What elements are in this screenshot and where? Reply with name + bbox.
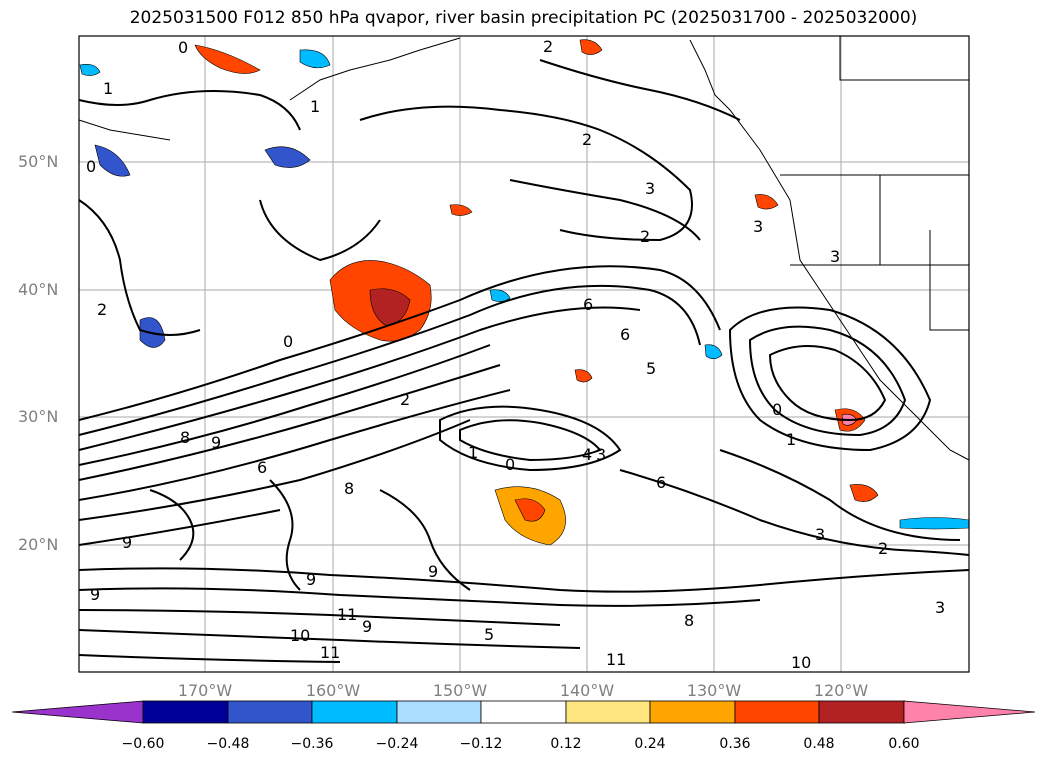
- contour-label: 0: [86, 157, 96, 176]
- contour-label: 0: [772, 400, 782, 419]
- colorbar-bin: [227, 700, 313, 724]
- colorbar-extend-high: [903, 700, 1036, 724]
- contour-label: 1: [468, 443, 478, 462]
- contour-label: 2: [400, 390, 410, 409]
- contour-label: 10: [791, 653, 811, 672]
- colorbar-tick-label: −0.60: [121, 736, 165, 752]
- qvapor-contours: [78, 59, 970, 663]
- colorbar: [11, 700, 1036, 724]
- colorbar-bin: [565, 700, 651, 724]
- contour-label: 9: [362, 617, 372, 636]
- lon-label: 130°W: [686, 681, 742, 700]
- contour-label: 0: [505, 455, 515, 474]
- lon-label: 120°W: [813, 681, 869, 700]
- colorbar-extend-low: [11, 700, 144, 724]
- contour-label: 2: [640, 227, 650, 246]
- contour-label: 8: [180, 428, 190, 447]
- contour-label: 1: [310, 97, 320, 116]
- contour-label: 3: [596, 445, 606, 464]
- contour-label: 11: [337, 605, 357, 624]
- colorbar-bin: [142, 700, 229, 724]
- contour-label: 6: [656, 473, 666, 492]
- contour-label: 6: [620, 325, 630, 344]
- contour-label: 8: [344, 479, 354, 498]
- contour-label: 3: [753, 217, 763, 236]
- map-title: 2025031500 F012 850 hPa qvapor, river ba…: [129, 8, 918, 28]
- coastlines: [78, 36, 970, 461]
- lon-label: 140°W: [559, 681, 615, 700]
- colorbar-tick-label: −0.12: [459, 736, 503, 752]
- contour-label: 9: [122, 533, 132, 552]
- contour-label: 6: [583, 295, 593, 314]
- colorbar-bin: [311, 700, 398, 724]
- contour-label: 2: [97, 300, 107, 319]
- contour-label: 9: [90, 585, 100, 604]
- lat-label: 40°N: [18, 280, 59, 299]
- contour-label: 8: [684, 611, 694, 630]
- contour-label: 11: [606, 650, 626, 669]
- contour-label: 11: [320, 643, 340, 662]
- contour-label: 5: [484, 625, 494, 644]
- contour-label: 3: [815, 525, 825, 544]
- colorbar-tick-label: −0.48: [206, 736, 250, 752]
- colorbar-tick-label: 0.36: [719, 736, 751, 752]
- map-plot-area: 0 2 1 1 2 2 3 3 2 3 0 0 2 6 6 5 0 1 8 9 …: [78, 35, 970, 673]
- colorbar-bin: [734, 700, 820, 724]
- colorbar-tick-label: 0.24: [634, 736, 666, 752]
- contour-label: 2: [878, 539, 888, 558]
- map-frame: [78, 35, 970, 673]
- contour-label: 2: [582, 130, 592, 149]
- colorbar-tick-label: −0.24: [375, 736, 419, 752]
- contour-label: 6: [257, 458, 267, 477]
- precip-anomaly-patches: [79, 39, 970, 546]
- contour-label: 10: [290, 626, 310, 645]
- colorbar-tick-label: 0.60: [888, 736, 920, 752]
- colorbar-bin: [818, 700, 905, 724]
- lat-label: 30°N: [18, 407, 59, 426]
- colorbar-tick-label: 0.48: [803, 736, 835, 752]
- lon-label: 170°W: [177, 681, 233, 700]
- colorbar-bin: [649, 700, 736, 724]
- contour-label: 2: [543, 37, 553, 56]
- colorbar-tick-label: −0.36: [290, 736, 334, 752]
- contour-label: 9: [211, 433, 221, 452]
- contour-label: 3: [830, 247, 840, 266]
- colorbar-bin: [480, 700, 567, 724]
- lon-label: 150°W: [432, 681, 488, 700]
- contour-label: 1: [103, 79, 113, 98]
- contour-label: 9: [306, 570, 316, 589]
- contour-labels: 0 2 1 1 2 2 3 3 2 3 0 0 2 6 6 5 0 1 8 9 …: [86, 37, 945, 672]
- contour-label: 3: [645, 179, 655, 198]
- contour-label: 3: [935, 598, 945, 617]
- colorbar-tick-label: 0.12: [550, 736, 582, 752]
- contour-label: 0: [178, 38, 188, 57]
- contour-label: 9: [428, 562, 438, 581]
- lat-label: 50°N: [18, 152, 59, 171]
- contour-label: 4: [582, 445, 592, 464]
- contour-label: 0: [283, 332, 293, 351]
- lon-label: 160°W: [305, 681, 361, 700]
- colorbar-bin: [396, 700, 482, 724]
- lat-label: 20°N: [18, 535, 59, 554]
- contour-label: 5: [646, 359, 656, 378]
- contour-label: 1: [786, 430, 796, 449]
